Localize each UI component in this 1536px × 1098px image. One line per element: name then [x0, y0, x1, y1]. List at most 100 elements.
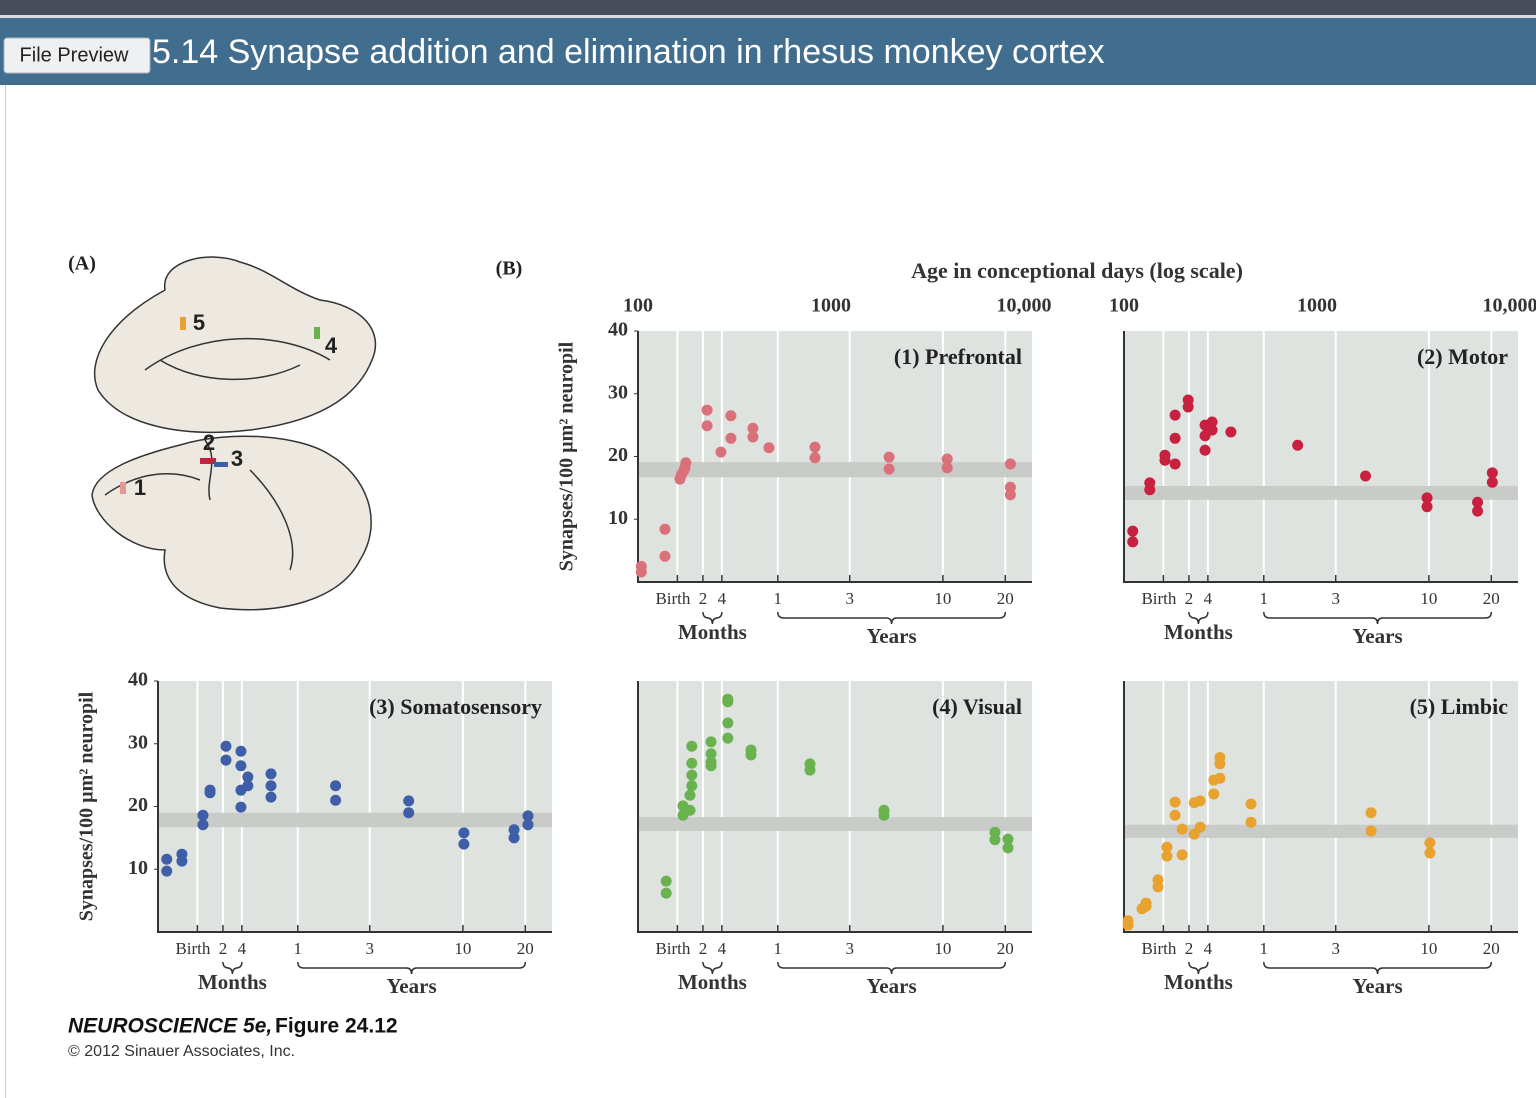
y-axis-label: Synapses/100 µm² neuropil: [556, 341, 578, 571]
tab-label[interactable]: File Preview: [20, 44, 129, 66]
age-tick-label: 20: [1483, 939, 1500, 958]
window-title: 5.14 Synapse addition and elimination in…: [152, 33, 1105, 71]
y-tick-label: 40: [128, 669, 148, 691]
data-point: [522, 810, 534, 822]
age-tick-label: Birth: [1141, 939, 1176, 958]
age-tick-label: 3: [1331, 589, 1340, 608]
data-point: [1122, 915, 1134, 927]
data-point: [660, 887, 672, 899]
data-point: [1424, 837, 1436, 849]
age-group-label: Years: [866, 624, 916, 648]
age-group-label: Months: [198, 970, 267, 994]
data-point: [1214, 758, 1226, 770]
adult-level-band: [638, 817, 1032, 831]
data-point: [197, 809, 209, 821]
site-5-marker: [180, 317, 186, 330]
age-group-label: Months: [1164, 970, 1233, 994]
data-point: [1194, 821, 1206, 833]
credit-title: NEUROSCIENCE 5e,: [68, 1015, 272, 1038]
site-1-marker: [120, 482, 126, 494]
top-tick-label: 100: [623, 295, 653, 317]
data-point: [1161, 850, 1173, 862]
age-tick-label: 4: [718, 939, 727, 958]
data-point: [1004, 489, 1016, 501]
data-point: [242, 780, 254, 792]
months-brace: [1188, 611, 1209, 625]
data-point: [705, 736, 717, 748]
axis-line: [637, 681, 1032, 933]
top-bar: [0, 0, 1536, 15]
age-tick-label: 3: [1331, 939, 1340, 958]
data-point: [722, 717, 734, 729]
age-tick-label: 1: [774, 589, 783, 608]
data-point: [1152, 881, 1164, 893]
age-tick-label: Birth: [655, 589, 690, 608]
panel-a-label: (A): [68, 253, 96, 275]
data-point: [1127, 525, 1139, 537]
data-point: [508, 824, 520, 836]
age-tick-label: 2: [1185, 589, 1194, 608]
brain-lateral-sulci: [104, 439, 294, 571]
data-point: [1169, 432, 1181, 444]
months-brace: [702, 961, 723, 975]
data-point: [705, 748, 717, 760]
data-point: [330, 794, 342, 806]
age-tick-label: 3: [845, 939, 854, 958]
data-point: [1004, 458, 1016, 470]
y-tick-label: 10: [128, 857, 148, 879]
data-point: [725, 432, 737, 444]
panel-title: (5) Limbic: [1410, 694, 1509, 719]
data-point: [1365, 807, 1377, 819]
years-brace: [777, 961, 1007, 975]
brain-medial: [93, 256, 377, 433]
age-tick-label: 2: [219, 939, 228, 958]
data-point: [1002, 842, 1014, 854]
age-tick-label: 10: [454, 939, 471, 958]
age-tick-label: 20: [997, 939, 1014, 958]
data-point: [1194, 795, 1206, 807]
file-preview-tab[interactable]: [3, 37, 151, 74]
months-brace: [702, 611, 723, 625]
data-point: [686, 740, 698, 752]
data-point: [161, 865, 173, 877]
data-point: [403, 807, 415, 819]
data-point: [659, 550, 671, 562]
credit-figure: Figure 24.12: [275, 1015, 398, 1038]
site-label: 1: [134, 475, 146, 500]
top-separator: [0, 15, 1536, 18]
data-point: [1421, 501, 1433, 513]
age-group-label: Years: [386, 974, 436, 998]
age-tick-label: 20: [1483, 589, 1500, 608]
data-point: [235, 801, 247, 813]
panel-b-label: (B): [496, 258, 523, 280]
y-tick-label: 40: [608, 319, 628, 341]
left-border: [5, 85, 6, 1098]
data-point: [747, 431, 759, 443]
data-point: [701, 404, 713, 416]
copyright: © 2012 Sinauer Associates, Inc.: [68, 1043, 295, 1060]
top-tick-label: 1000: [1297, 295, 1337, 317]
data-point: [763, 442, 775, 454]
data-point: [809, 441, 821, 453]
data-point: [989, 834, 1001, 846]
top-tick-label: 10,000: [997, 295, 1052, 317]
data-point: [1424, 847, 1436, 859]
data-point: [1206, 416, 1218, 428]
age-tick-label: 1: [1260, 589, 1269, 608]
age-tick-label: 1: [294, 939, 303, 958]
data-point: [265, 791, 277, 803]
data-point: [686, 780, 698, 792]
data-point: [176, 855, 188, 867]
data-point: [220, 740, 232, 752]
age-tick-label: Birth: [175, 939, 210, 958]
axis-line: [1123, 331, 1518, 583]
age-tick-label: 10: [934, 939, 951, 958]
age-group-label: Months: [678, 970, 747, 994]
data-point: [1486, 467, 1498, 479]
age-tick-label: 3: [365, 939, 374, 958]
data-point: [235, 745, 247, 757]
y-tick-label: 30: [608, 381, 628, 403]
data-point: [660, 875, 672, 887]
age-tick-label: 4: [1204, 939, 1213, 958]
years-brace: [297, 961, 527, 975]
